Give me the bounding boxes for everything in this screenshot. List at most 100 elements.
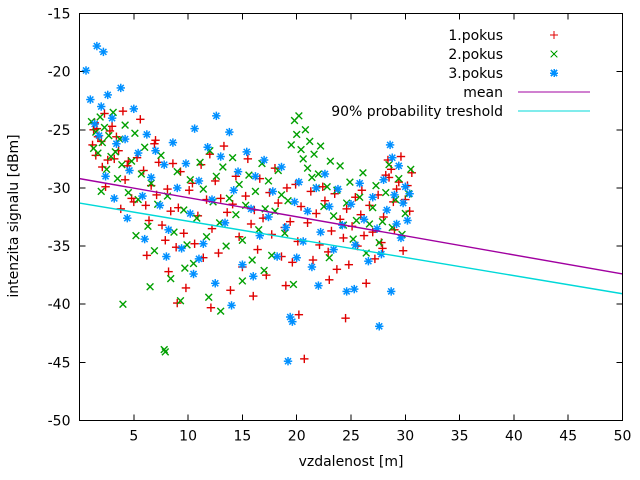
data-point [281,223,291,232]
data-point [325,275,334,284]
data-point [297,145,305,154]
data-point [151,146,160,155]
data-point [162,252,171,261]
x-tick-label: 10 [179,429,197,445]
data-point [325,202,334,211]
data-point [188,179,197,188]
data-point [179,229,188,238]
data-point [308,173,316,182]
data-point [212,111,221,121]
data-point [403,216,412,225]
data-point [86,95,95,104]
data-point [314,170,323,178]
data-point [186,209,195,218]
data-point [300,354,309,364]
data-point [144,216,154,225]
data-point [382,205,392,215]
data-point [294,310,304,319]
data-point [90,119,99,129]
data-point [234,232,244,241]
data-point [277,191,286,199]
data-point [101,182,110,191]
data-point [176,296,185,305]
y-tick-label: -30 [48,181,71,197]
y-tick-label: -15 [48,7,71,23]
data-point [315,240,324,250]
data-point [131,129,139,138]
data-point [180,264,189,273]
data-point [346,178,354,186]
data-point [303,218,312,228]
data-point [355,193,364,202]
x-tick-label: 15 [233,429,251,445]
data-point [325,253,334,262]
data-point [155,201,165,210]
data-point [359,215,369,224]
data-point [316,142,325,150]
data-point [101,172,110,181]
data-point [100,123,109,132]
data-point [102,165,111,174]
data-point [333,184,343,194]
y-tick-label: -20 [48,65,71,81]
data-point [394,161,403,171]
data-point [251,187,260,196]
series-1 [88,106,417,364]
data-point [264,212,273,222]
data-point [142,130,152,139]
data-point [222,242,230,250]
data-point [110,194,119,203]
data-point [177,244,186,253]
data-point [336,161,344,170]
data-point [359,231,369,240]
data-point [160,345,169,354]
data-point [274,198,283,208]
data-point [146,282,154,291]
data-point [372,181,380,190]
data-point [264,177,273,185]
data-point [259,155,269,165]
data-point [339,233,348,243]
data-point [123,213,132,223]
data-point [216,307,225,316]
data-point [272,252,282,261]
data-point [97,102,106,111]
data-point [214,248,223,258]
data-point [94,149,102,157]
data-point [238,260,247,269]
data-point [385,160,393,169]
data-point [98,138,107,147]
legend-label-3: 3.pokus [448,66,503,82]
data-point [301,125,310,134]
data-point [238,277,247,285]
data-points-group [81,41,417,366]
data-point [199,239,208,248]
data-point [388,153,397,162]
data-point [351,240,360,250]
data-point [120,175,130,184]
data-point [277,162,286,172]
data-point [379,175,388,184]
data-point [289,280,298,289]
data-point [405,189,414,198]
data-point [401,209,410,218]
data-point [125,166,134,175]
data-point [329,245,338,254]
data-point [96,113,104,121]
data-point [104,131,113,140]
data-point [181,159,191,168]
data-point [308,255,318,265]
data-point [280,229,289,238]
data-point [385,140,395,150]
data-point [249,291,258,301]
data-point [144,222,152,231]
data-point [112,139,121,148]
data-point [381,188,390,197]
data-point [390,190,399,200]
data-point [107,113,117,123]
data-point [164,267,173,276]
data-point [396,152,406,161]
data-point [132,231,140,240]
data-point [120,134,130,144]
